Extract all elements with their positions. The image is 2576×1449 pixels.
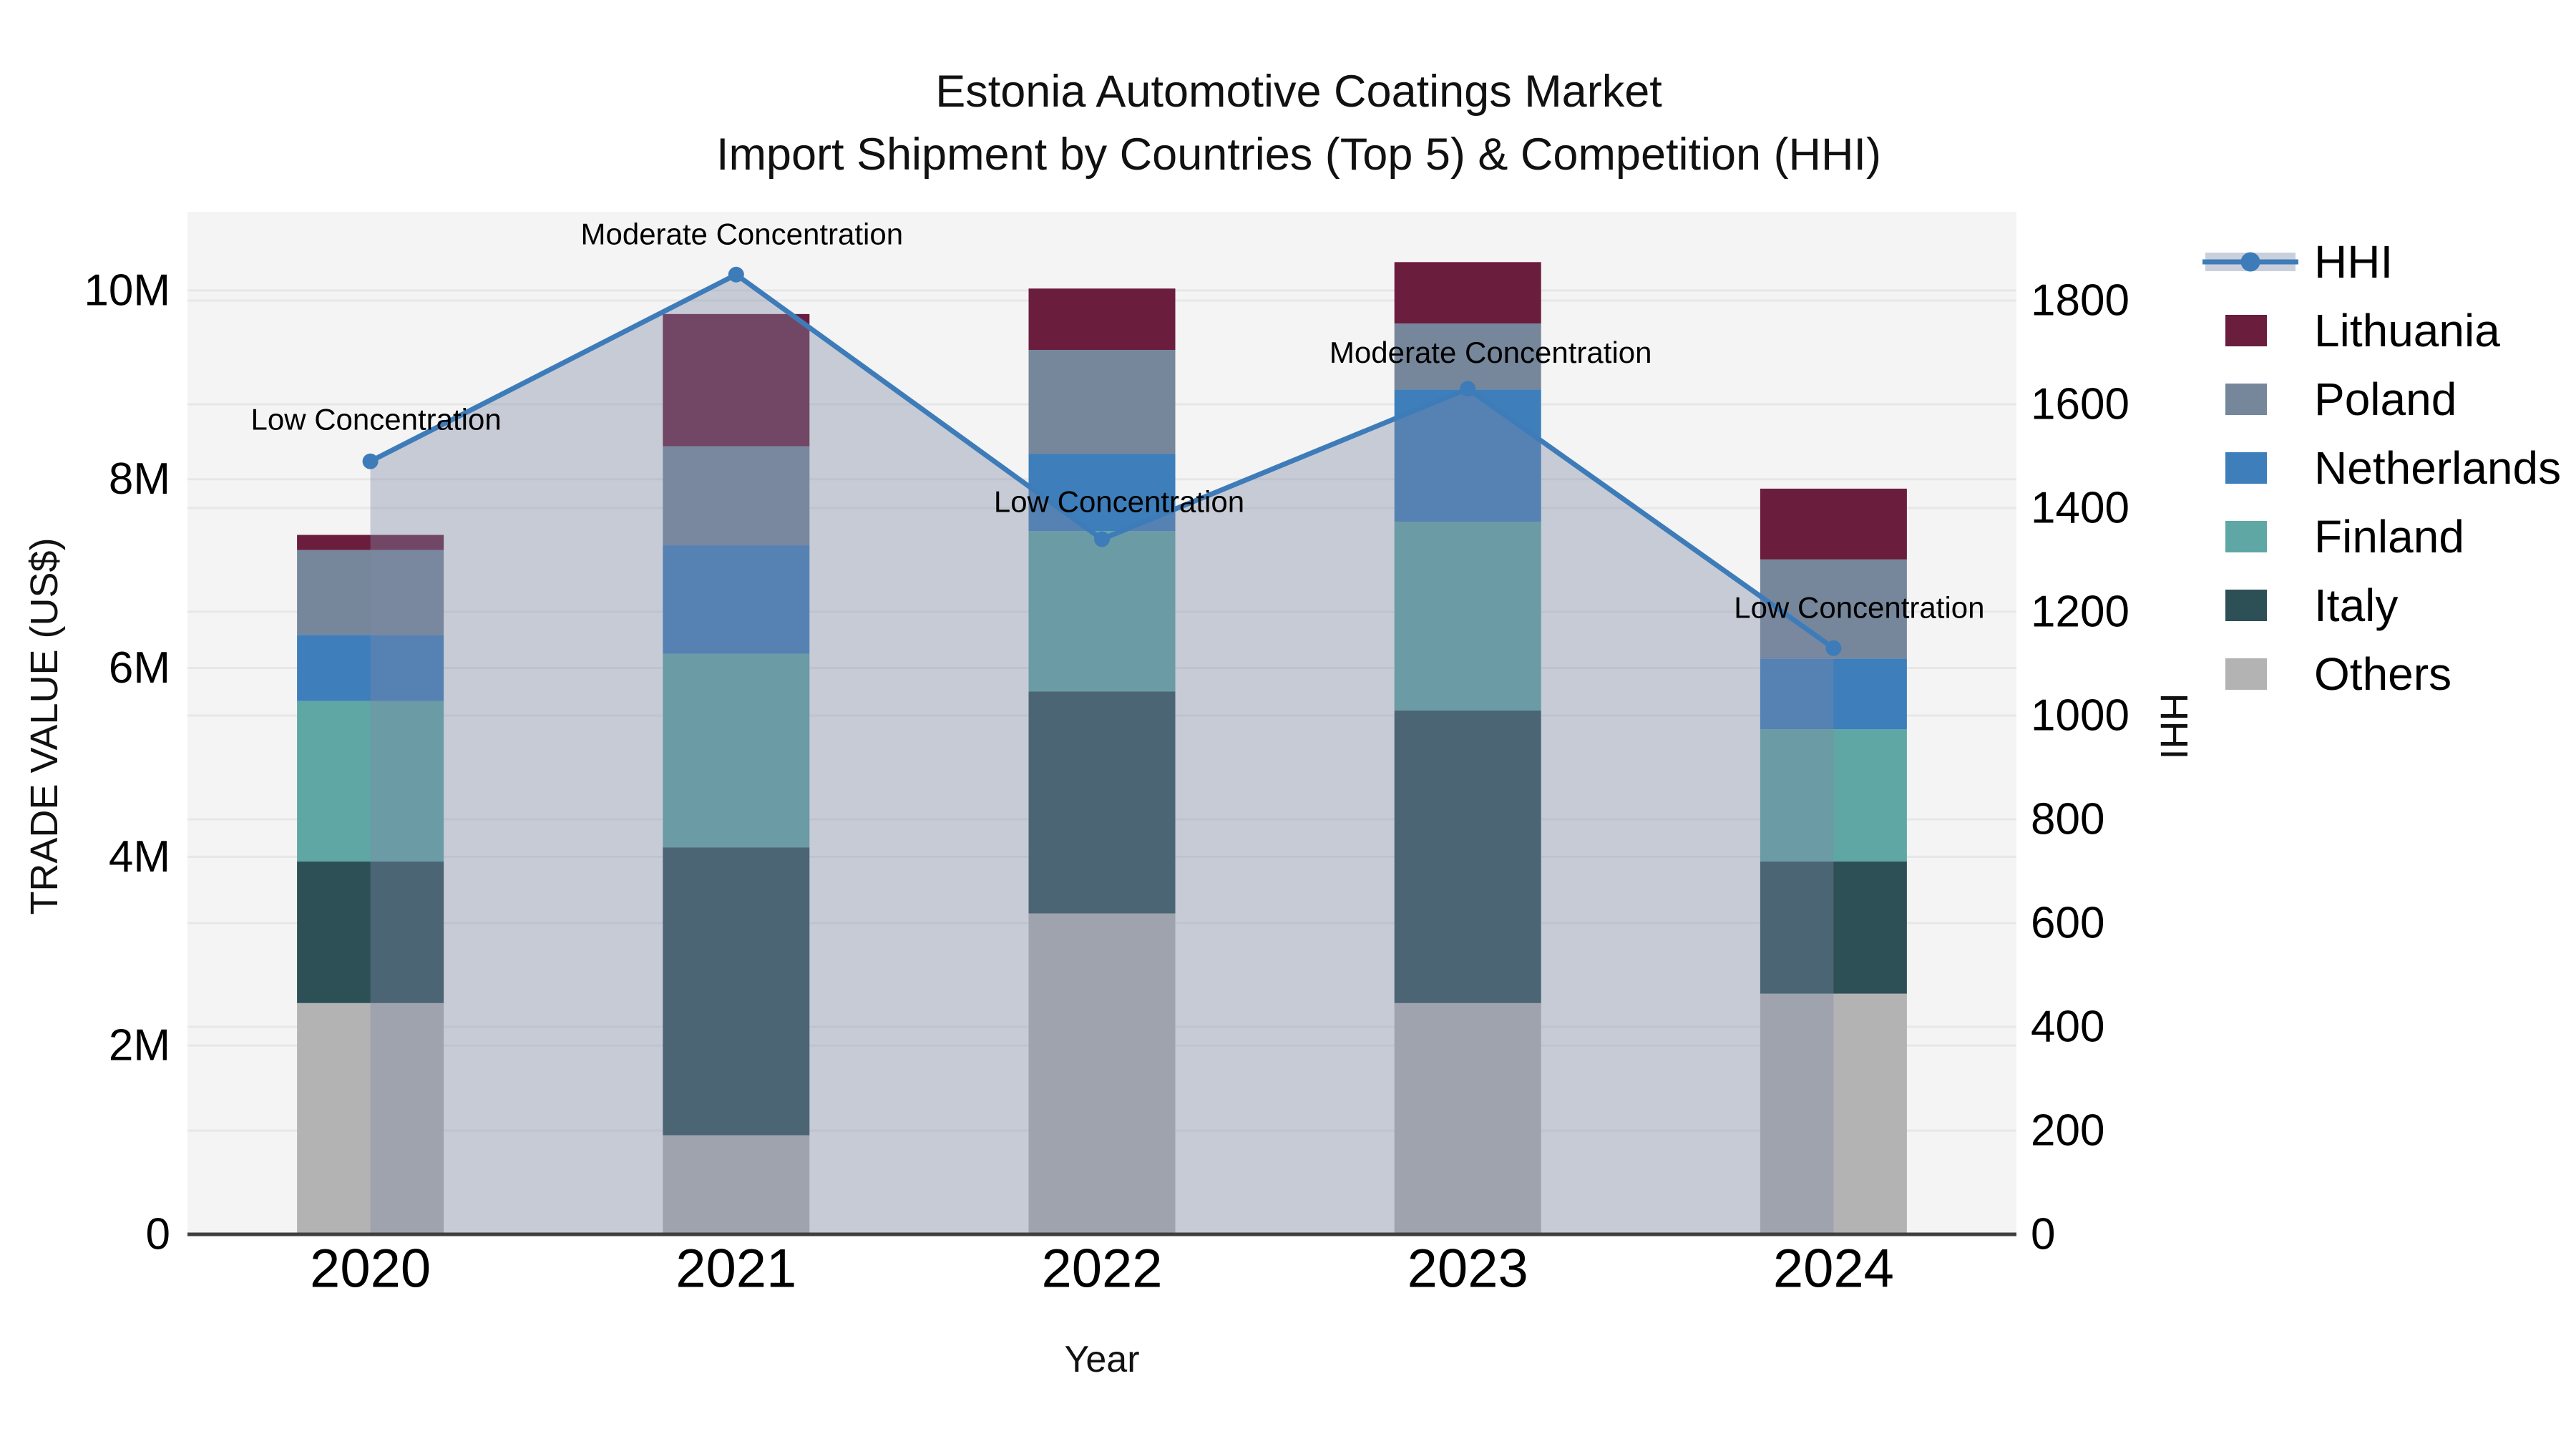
- chart-title: Estonia Automotive Coatings Market: [935, 67, 1662, 117]
- bar-2021-finland: [663, 653, 810, 848]
- right-axis-tick: 200: [2031, 1106, 2104, 1155]
- bar-2023-lithuania: [1394, 262, 1541, 324]
- x-axis-line: [187, 1232, 2016, 1236]
- legend-label: Others: [2314, 648, 2452, 700]
- bar-2020-italy: [297, 861, 444, 1003]
- legend-swatch: [2225, 315, 2267, 346]
- bar-2024-finland: [1760, 729, 1907, 862]
- annotation-2020: Low Concentration: [250, 403, 501, 436]
- legend-label: Italy: [2314, 580, 2399, 631]
- right-axis-tick: 600: [2031, 898, 2104, 947]
- bar-2024-netherlands: [1760, 658, 1907, 730]
- bar-2020-lithuania: [297, 535, 444, 550]
- legend-item-finland: Finland: [2205, 502, 2561, 571]
- right-axis-tick: 1000: [2031, 691, 2129, 740]
- left-axis-tick: 2M: [109, 1021, 170, 1070]
- x-axis-tick: 2021: [675, 1239, 796, 1299]
- left-axis-tick: 6M: [109, 643, 170, 693]
- right-axis-tick: 1800: [2031, 275, 2129, 325]
- bar-2022-others: [1028, 913, 1176, 1234]
- right-axis-tick: 1400: [2031, 483, 2129, 532]
- title-block: Estonia Automotive Coatings Market Impor…: [11, 60, 2576, 186]
- hhi-point-2020: [362, 453, 379, 469]
- left-axis-tick: 0: [146, 1210, 170, 1259]
- legend-swatch: [2225, 658, 2267, 690]
- legend-label: Poland: [2314, 374, 2457, 425]
- bar-2024-lithuania: [1760, 488, 1907, 560]
- left-axis-tick: 8M: [109, 454, 170, 504]
- right-axis-tick: 1200: [2031, 587, 2129, 636]
- legend-swatch: [2225, 590, 2267, 621]
- legend-item-poland: Poland: [2205, 365, 2561, 434]
- x-axis-tick: 2024: [1773, 1239, 1894, 1299]
- right-axis-tick: 0: [2031, 1210, 2055, 1259]
- hhi-area-fill: [370, 274, 1834, 1234]
- hhi-legend-marker: [2202, 252, 2298, 272]
- bar-2021-poland: [663, 446, 810, 546]
- hhi-point-2023: [1460, 381, 1476, 397]
- x-axis-tick: 2020: [310, 1239, 431, 1299]
- legend-label: Finland: [2314, 511, 2464, 562]
- bar-2020-netherlands: [297, 635, 444, 701]
- bar-2022-finland: [1028, 531, 1176, 692]
- right-axis-tick: 400: [2031, 1002, 2104, 1051]
- bar-2021-italy: [663, 847, 810, 1136]
- legend-item-hhi: HHI: [2202, 228, 2561, 296]
- bar-2021-lithuania: [663, 313, 810, 447]
- right-axis-tick: 800: [2031, 794, 2104, 844]
- legend-swatch: [2225, 452, 2267, 484]
- bar-2023-finland: [1394, 522, 1541, 711]
- legend-item-netherlands: Netherlands: [2205, 434, 2561, 502]
- annotation-2022: Low Concentration: [994, 484, 1244, 518]
- bar-2020-finland: [297, 701, 444, 862]
- hhi-point-2021: [728, 266, 744, 283]
- bar-2023-poland: [1394, 323, 1541, 390]
- legend-label: Netherlands: [2314, 442, 2562, 494]
- legend-swatch: [2225, 384, 2267, 415]
- legend: HHI Lithuania Poland Netherlands Finland…: [2202, 228, 2561, 708]
- bar-2020-poland: [297, 550, 444, 635]
- x-axis-tick: 2022: [1041, 1239, 1162, 1299]
- chart-subtitle: Import Shipment by Countries (Top 5) & C…: [716, 130, 1882, 180]
- bar-2021-others: [663, 1135, 810, 1234]
- legend-item-italy: Italy: [2205, 571, 2561, 640]
- bar-2023-others: [1394, 1002, 1541, 1234]
- legend-item-others: Others: [2205, 640, 2561, 708]
- annotation-2024: Low Concentration: [1734, 591, 1984, 625]
- hhi-line-icon: [2202, 252, 2298, 272]
- legend-label: HHI: [2314, 236, 2394, 288]
- annotation-2023: Moderate Concentration: [1330, 336, 1652, 369]
- x-axis-title: Year: [1064, 1339, 1140, 1380]
- bar-2023-italy: [1394, 710, 1541, 1003]
- bar-2024-others: [1760, 993, 1907, 1234]
- legend-label: Lithuania: [2314, 305, 2500, 356]
- hhi-point-2024: [1825, 640, 1842, 656]
- annotation-2021: Moderate Concentration: [580, 218, 903, 251]
- bar-2020-others: [297, 1002, 444, 1234]
- hhi-point-2022: [1094, 531, 1110, 547]
- left-axis-tick: 10M: [84, 265, 170, 315]
- bar-2024-italy: [1760, 861, 1907, 994]
- bar-2022-poland: [1028, 349, 1176, 454]
- bar-2022-lithuania: [1028, 288, 1176, 350]
- left-axis-tick: 4M: [109, 832, 170, 882]
- legend-swatch: [2225, 521, 2267, 552]
- bar-2023-netherlands: [1394, 389, 1541, 522]
- legend-item-lithuania: Lithuania: [2205, 296, 2561, 365]
- right-axis-tick: 1600: [2031, 379, 2129, 429]
- bar-2022-italy: [1028, 691, 1176, 914]
- bar-2021-netherlands: [663, 545, 810, 654]
- x-axis-tick: 2023: [1407, 1239, 1528, 1299]
